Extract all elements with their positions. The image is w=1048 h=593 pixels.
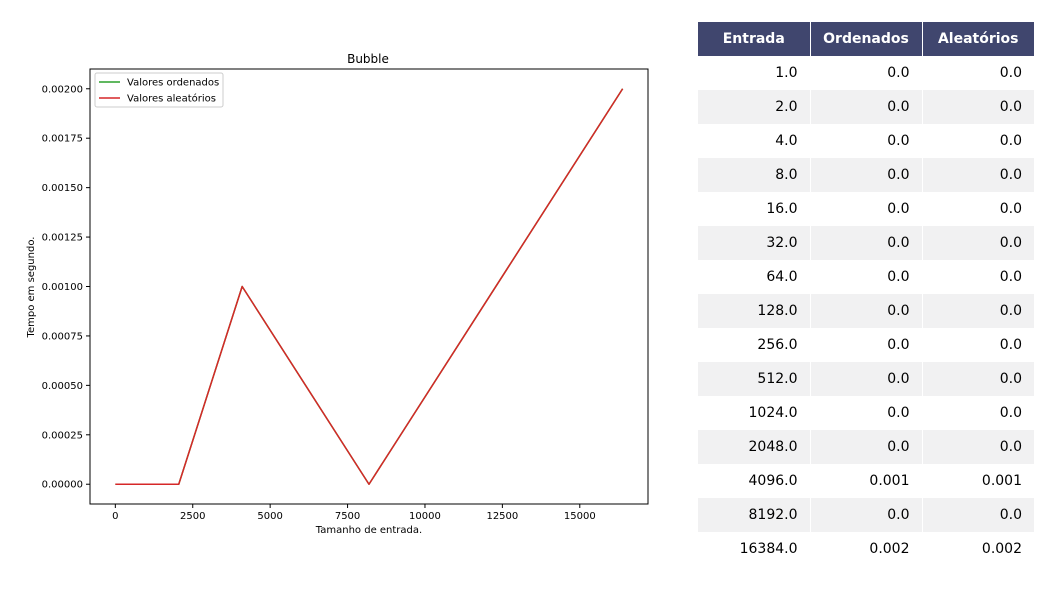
x-tick-label: 15000: [564, 511, 596, 522]
y-tick-label: 0.00100: [42, 282, 83, 293]
table-cell: 128.0: [698, 294, 811, 328]
legend-label: Valores ordenados: [127, 78, 219, 89]
y-tick-label: 0.00050: [42, 381, 83, 392]
x-tick-label: 0: [112, 511, 118, 522]
table-row: 8.0 0.0 0.0: [698, 158, 1034, 192]
table-cell: 0.0: [810, 56, 923, 90]
table-cell: 0.0: [922, 56, 1034, 90]
table-cell: 4096.0: [698, 464, 811, 498]
x-tick-label: 7500: [335, 511, 360, 522]
y-tick-label: 0.00125: [42, 233, 83, 244]
y-tick-label: 0.00000: [42, 480, 83, 491]
y-axis-title: Tempo em segundo.: [26, 237, 37, 339]
plot-area-frame: [89, 68, 649, 505]
table-row: 64.0 0.0 0.0: [698, 260, 1034, 294]
table-cell: 0.0: [922, 498, 1034, 532]
table-cell: 0.0: [922, 260, 1034, 294]
table-row: 2.0 0.0 0.0: [698, 90, 1034, 124]
x-tick-label: 5000: [257, 511, 282, 522]
table-cell: 0.0: [810, 192, 923, 226]
table-cell: 16.0: [698, 192, 811, 226]
table-cell: 0.0: [810, 158, 923, 192]
table-row: 2048.0 0.0 0.0: [698, 430, 1034, 464]
table-cell: 0.0: [922, 158, 1034, 192]
table-cell: 0.002: [810, 532, 923, 566]
legend-label: Valores aleatórios: [127, 93, 216, 105]
results-table: Entrada Ordenados Aleatórios 1.0 0.0 0.0 2.…: [698, 22, 1034, 566]
table-cell: 8192.0: [698, 498, 811, 532]
table-cell: 0.0: [922, 124, 1034, 158]
table-cell: 0.0: [810, 260, 923, 294]
table-row: 256.0 0.0 0.0: [698, 328, 1034, 362]
table-header-row: Entrada Ordenados Aleatórios: [698, 22, 1034, 56]
table-cell: 1024.0: [698, 396, 811, 430]
table-cell: 1.0: [698, 56, 811, 90]
table-cell: 0.0: [810, 362, 923, 396]
table-cell: 0.0: [922, 192, 1034, 226]
table-cell: 0.0: [922, 362, 1034, 396]
series-line-1: [114, 88, 624, 485]
table-cell: 2048.0: [698, 430, 811, 464]
table-cell: 0.0: [922, 430, 1034, 464]
y-tick-label: 0.00175: [42, 134, 83, 145]
table-cell: 0.0: [810, 498, 923, 532]
table-cell: 64.0: [698, 260, 811, 294]
table-cell: 0.0: [810, 430, 923, 464]
table-cell: 0.0: [922, 294, 1034, 328]
table-row: 16384.0 0.002 0.002: [698, 532, 1034, 566]
y-tick-label: 0.00075: [42, 331, 83, 342]
table-row: 1.0 0.0 0.0: [698, 56, 1034, 90]
y-tick-label: 0.00025: [42, 430, 83, 441]
table-cell: 0.0: [810, 124, 923, 158]
legend: Valores ordenados Valores aleatórios: [94, 72, 224, 108]
table-cell: 4.0: [698, 124, 811, 158]
table-row: 128.0 0.0 0.0: [698, 294, 1034, 328]
table-cell: 0.0: [810, 90, 923, 124]
table-cell: 512.0: [698, 362, 811, 396]
column-header-entrada: Entrada: [698, 22, 811, 56]
table-cell: 0.002: [922, 532, 1034, 566]
x-tick-label: 2500: [180, 511, 205, 522]
x-axis: 0 2500 5000 7500 10000 12500 15000: [112, 504, 596, 522]
table-cell: 8.0: [698, 158, 811, 192]
legend-box: [94, 72, 224, 108]
table-cell: 256.0: [698, 328, 811, 362]
table-cell: 0.0: [922, 90, 1034, 124]
table-cell: 0.001: [810, 464, 923, 498]
y-axis: 0.00000 0.00025 0.00050 0.00075 0.00100 0.001…: [42, 84, 90, 491]
series-line-2: [114, 88, 624, 485]
table-row: 1024.0 0.0 0.0: [698, 396, 1034, 430]
table-row: 32.0 0.0 0.0: [698, 226, 1034, 260]
series-lines: [114, 88, 624, 485]
x-tick-label: 10000: [409, 511, 441, 522]
table-cell: 0.0: [922, 226, 1034, 260]
table-row: 16.0 0.0 0.0: [698, 192, 1034, 226]
table-row: 4096.0 0.001 0.001: [698, 464, 1034, 498]
table-cell: 0.0: [810, 294, 923, 328]
table-cell: 0.001: [922, 464, 1034, 498]
x-tick-label: 12500: [486, 511, 518, 522]
table-cell: 2.0: [698, 90, 811, 124]
column-header-aleatorios: Aleatórios: [922, 22, 1034, 56]
table-cell: 32.0: [698, 226, 811, 260]
x-axis-title: Tamanho de entrada.: [315, 525, 422, 536]
table-cell: 0.0: [810, 226, 923, 260]
table-cell: 0.0: [922, 396, 1034, 430]
table-cell: 0.0: [810, 396, 923, 430]
table-cell: 16384.0: [698, 532, 811, 566]
table-cell: 0.0: [810, 328, 923, 362]
table-cell: 0.0: [922, 328, 1034, 362]
y-tick-label: 0.00200: [42, 84, 83, 95]
column-header-ordenados: Ordenados: [810, 22, 923, 56]
table-row: 4.0 0.0 0.0: [698, 124, 1034, 158]
line-chart: Bubble 0 2500 5000 7500 10000 12500 15000 0.00…: [26, 52, 649, 536]
y-tick-label: 0.00150: [42, 183, 83, 194]
table-row: 512.0 0.0 0.0: [698, 362, 1034, 396]
chart-title: Bubble: [347, 52, 389, 66]
table-row: 8192.0 0.0 0.0: [698, 498, 1034, 532]
